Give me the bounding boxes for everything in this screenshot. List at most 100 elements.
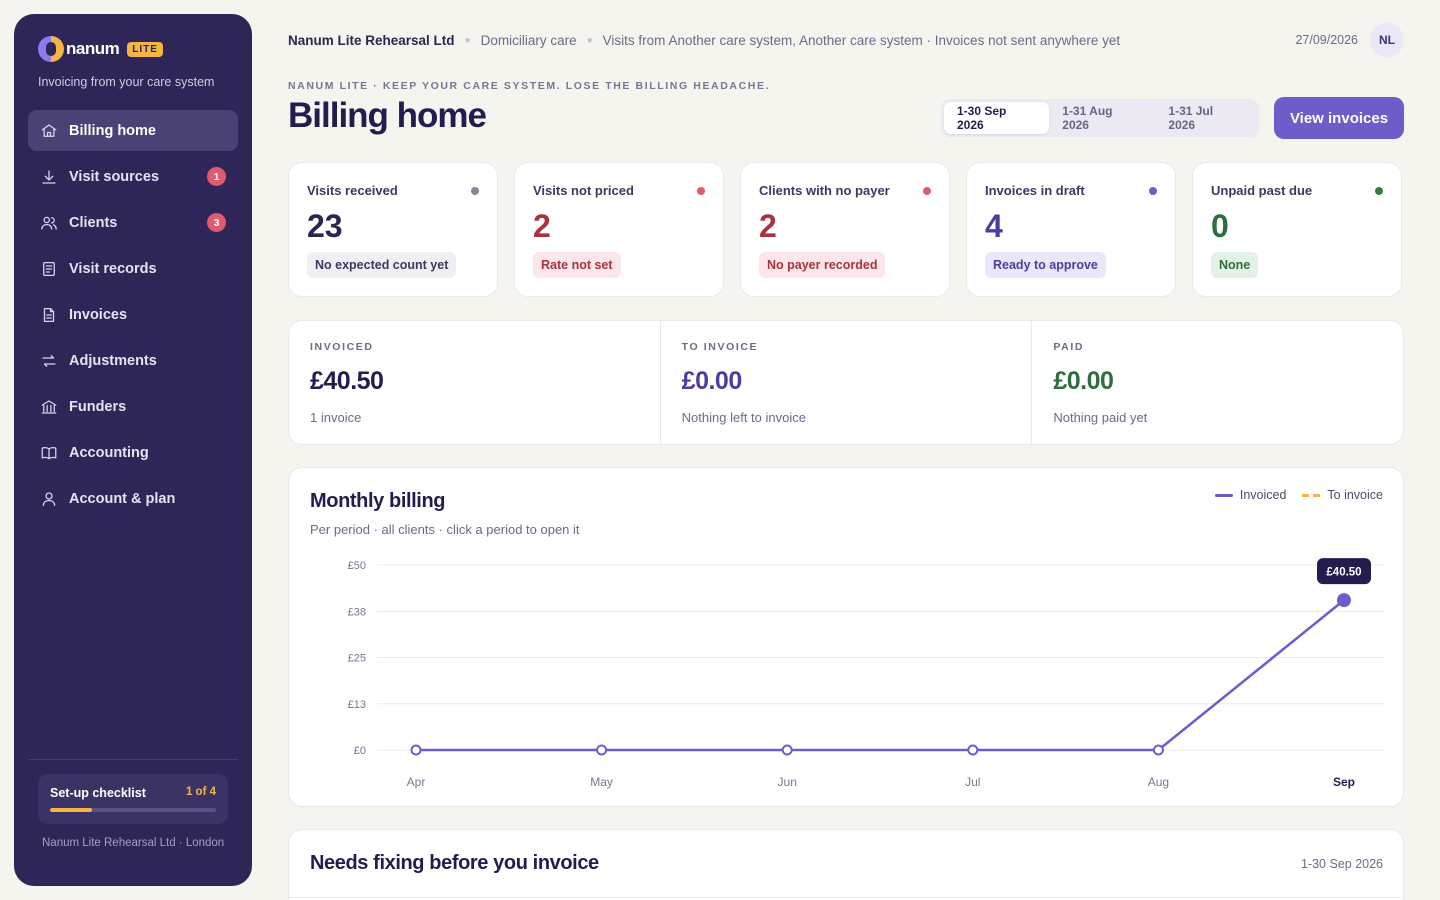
plan-badge: LITE: [127, 41, 163, 57]
sidebar-item-invoices[interactable]: Invoices: [28, 294, 238, 335]
home-icon: [40, 122, 58, 140]
period-tab-aug[interactable]: 1-31 Aug 2026: [1062, 104, 1113, 132]
stat-value: 2: [759, 208, 777, 244]
period-tabs: 1-30 Sep 2026 1-31 Aug 2026 1-31 Jul 202…: [941, 99, 1259, 137]
count-badge: 3: [207, 213, 226, 232]
status-dot: [471, 187, 479, 195]
setup-checklist[interactable]: Set-up checklist 1 of 4: [38, 774, 228, 824]
unpaid-past-due-card[interactable]: Unpaid past due 0 None: [1192, 162, 1402, 297]
x-tick-label[interactable]: Jun: [778, 775, 797, 789]
chart-subtitle: Per period · all clients · click a perio…: [310, 522, 580, 537]
sidebar-item-account-plan[interactable]: Account & plan: [28, 478, 238, 519]
period-tab-sep[interactable]: 1-30 Sep 2026: [944, 102, 1050, 134]
sidebar-item-label: Accounting: [69, 444, 149, 461]
x-tick-label[interactable]: Aug: [1148, 775, 1169, 789]
visits-not-priced-card[interactable]: Visits not priced 2 Rate not set: [514, 162, 724, 297]
org-name[interactable]: Nanum Lite Rehearsal Ltd: [288, 32, 455, 48]
sidebar-divider: [28, 759, 238, 760]
value-tooltip: [1317, 558, 1371, 585]
count-badge: 1: [207, 167, 226, 186]
care-type: Domiciliary care: [480, 32, 577, 48]
sidebar-item-accounting[interactable]: Accounting: [28, 432, 238, 473]
period-tab-jul[interactable]: 1-31 Jul 2026: [1168, 104, 1214, 132]
clients-no-payer-card[interactable]: Clients with no payer 2 No payer recorded: [740, 162, 950, 297]
legend-solid-line-icon: [1214, 493, 1233, 497]
total-subtext: Nothing left to invoice: [681, 410, 806, 425]
data-point[interactable]: [781, 744, 793, 756]
sidebar-item-label: Visit sources: [69, 168, 160, 185]
x-tick-label[interactable]: Apr: [407, 775, 426, 789]
checklist-label: Set-up checklist: [50, 786, 146, 800]
brand[interactable]: nanum LITE: [28, 36, 238, 62]
data-point[interactable]: [1337, 593, 1351, 608]
y-tick-label: £0: [354, 745, 366, 757]
total-label: INVOICED: [310, 341, 374, 353]
total-label: TO INVOICE: [681, 341, 759, 353]
bank-icon: [40, 398, 58, 416]
stat-label: Clients with no payer: [759, 183, 890, 198]
sidebar-item-visit-sources[interactable]: Visit sources 1: [28, 156, 238, 197]
totals-panel: INVOICED £40.50 1 invoice TO INVOICE £0.00 No…: [288, 320, 1404, 445]
sidebar-item-funders[interactable]: Funders: [28, 386, 238, 427]
status-badge: Ready to approve: [985, 252, 1106, 278]
legend-dashed-line-icon: [1302, 493, 1321, 497]
sidebar-item-billing-home[interactable]: Billing home: [28, 110, 238, 151]
status-badge: No expected count yet: [307, 252, 457, 278]
view-invoices-button[interactable]: View invoices: [1274, 97, 1404, 139]
avatar[interactable]: NL: [1370, 23, 1404, 57]
sidebar-item-adjustments[interactable]: Adjustments: [28, 340, 238, 381]
sidebar-item-label: Adjustments: [69, 352, 157, 369]
total-label: PAID: [1053, 341, 1085, 353]
sidebar-item-label: Funders: [69, 398, 127, 415]
legend-label: Invoiced: [1239, 488, 1287, 502]
stat-label: Unpaid past due: [1211, 183, 1313, 198]
page-title: Billing home: [288, 96, 487, 135]
stat-value: 4: [985, 208, 1003, 244]
needs-fixing-period: 1-30 Sep 2026: [1300, 857, 1383, 871]
page-eyebrow: NANUM LITE · KEEP YOUR CARE SYSTEM. LOSE…: [288, 80, 771, 92]
nanum-logo-icon: [38, 36, 64, 62]
paid-total: PAID £0.00 Nothing paid yet: [1032, 321, 1403, 444]
total-value: £0.00: [681, 367, 743, 395]
stat-label: Visits received: [307, 183, 398, 198]
sidebar: nanum LITE Invoicing from your care syst…: [14, 14, 252, 886]
y-tick-label: £50: [348, 560, 366, 572]
sidebar-nav: Billing home Visit sources 1 Clients 3 Visit …: [28, 110, 238, 519]
chart-legend: Invoiced To invoice: [1199, 488, 1383, 502]
stat-label: Invoices in draft: [985, 183, 1085, 198]
checklist-count: 1 of 4: [185, 786, 216, 798]
records-icon: [40, 260, 58, 278]
download-icon: [40, 168, 58, 186]
monthly-billing-chart[interactable]: £0 £13 £25 £38 £50 Apr May Jun Jul Aug Sep £40.50: [289, 468, 1405, 808]
y-tick-label: £38: [348, 606, 366, 618]
invoice-icon: [40, 306, 58, 324]
data-point[interactable]: [1152, 744, 1164, 756]
data-point[interactable]: [410, 744, 422, 756]
status-badge: Rate not set: [533, 252, 621, 278]
status-dot: [1375, 187, 1383, 195]
users-icon: [40, 214, 58, 232]
invoiced-total: INVOICED £40.50 1 invoice: [289, 321, 661, 444]
total-subtext: Nothing paid yet: [1053, 410, 1148, 425]
book-icon: [40, 444, 58, 462]
invoices-draft-card[interactable]: Invoices in draft 4 Ready to approve: [966, 162, 1176, 297]
data-point[interactable]: [967, 744, 979, 756]
visits-received-card[interactable]: Visits received 23 No expected count yet: [288, 162, 498, 297]
swap-icon: [40, 352, 58, 370]
status-dot: [697, 187, 705, 195]
separator-dot: ●: [464, 34, 471, 46]
data-point[interactable]: [596, 744, 608, 756]
x-tick-label[interactable]: Sep: [1333, 775, 1355, 789]
brand-name: nanum: [66, 39, 120, 58]
checklist-progress-bar: [50, 808, 216, 812]
x-tick-label[interactable]: Jul: [965, 775, 980, 789]
status-dot: [1149, 187, 1157, 195]
sidebar-item-clients[interactable]: Clients 3: [28, 202, 238, 243]
value-tooltip-label: £40.50: [1326, 567, 1361, 579]
legend-label: To invoice: [1327, 488, 1383, 502]
sidebar-item-visit-records[interactable]: Visit records: [28, 248, 238, 289]
x-tick-label[interactable]: May: [590, 775, 613, 789]
topbar: Nanum Lite Rehearsal Ltd ● Domiciliary c…: [288, 23, 1404, 57]
monthly-billing-card: Monthly billing Per period · all clients…: [288, 467, 1404, 807]
status-badge: None: [1211, 252, 1259, 278]
